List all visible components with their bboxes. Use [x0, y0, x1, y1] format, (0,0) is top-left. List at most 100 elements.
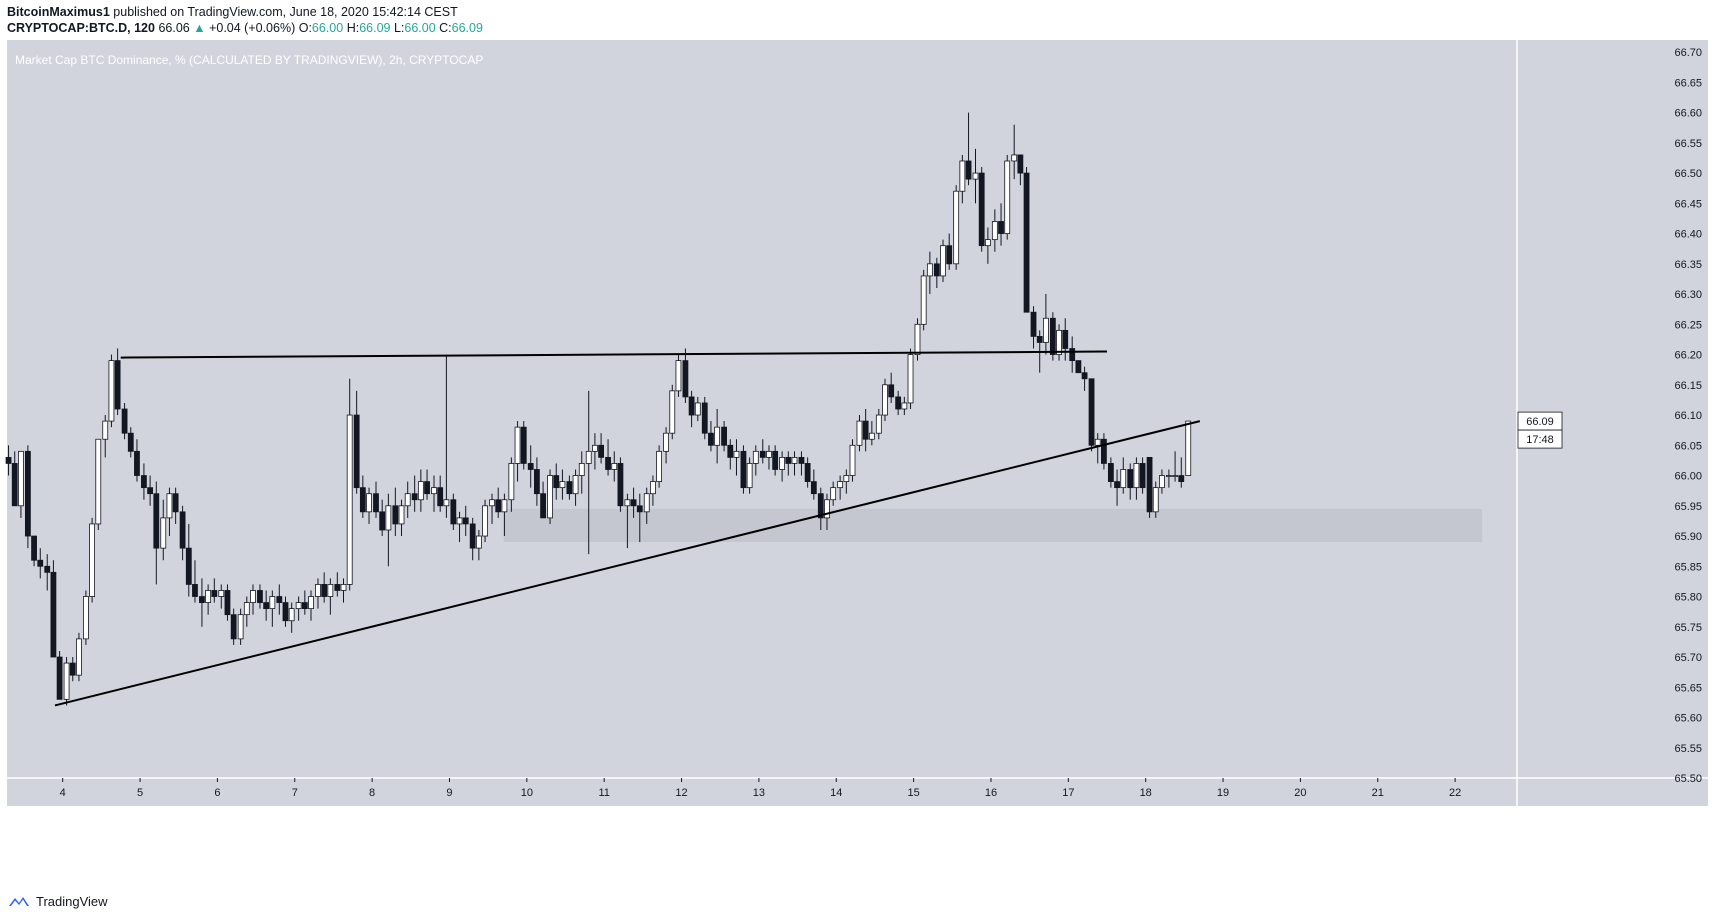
candle — [56, 650, 63, 700]
candle-body — [1094, 438, 1101, 446]
candle-body — [901, 402, 908, 410]
candle — [1120, 457, 1127, 494]
candle — [759, 439, 766, 464]
candle — [18, 450, 24, 518]
candle-body — [5, 456, 12, 464]
candle-body — [926, 263, 933, 277]
candle-body — [1127, 469, 1134, 489]
candle — [353, 390, 360, 494]
y-tick-label: 66.30 — [1674, 289, 1702, 301]
x-tick-label: 15 — [907, 787, 919, 799]
candle-body — [830, 487, 837, 501]
author-name[interactable]: BitcoinMaximus1 — [7, 5, 110, 19]
ascending-support-trendline[interactable] — [54, 420, 1201, 707]
candle-body — [553, 475, 560, 489]
candle — [527, 445, 534, 488]
candle-body — [895, 396, 902, 410]
candle-body — [31, 535, 37, 561]
y-tick-label: 66.40 — [1674, 229, 1702, 241]
candle — [308, 590, 314, 621]
open-label: O: — [298, 21, 312, 35]
candle — [611, 451, 618, 482]
candle — [218, 584, 225, 609]
candle — [1172, 451, 1178, 482]
candle-body — [766, 450, 772, 458]
candle — [953, 185, 960, 270]
candle — [540, 481, 546, 519]
candle-body — [508, 463, 515, 501]
tradingview-logo-icon[interactable] — [8, 894, 30, 908]
candle-body — [385, 505, 392, 531]
candle-body — [746, 463, 753, 489]
candle — [592, 433, 598, 470]
candle-body — [785, 456, 792, 464]
candle-body — [533, 469, 540, 495]
candle — [31, 535, 37, 567]
x-tick-label: 16 — [985, 787, 997, 799]
candle-body — [752, 450, 759, 464]
candle-body — [1062, 329, 1069, 349]
y-tick-label: 66.20 — [1674, 350, 1702, 362]
candle — [901, 396, 908, 416]
symbol-info: CRYPTOCAP:BTC.D, 120 66.06 ▲ +0.04 (+0.0… — [7, 20, 483, 36]
candle — [965, 112, 972, 186]
y-tick-label: 65.95 — [1674, 501, 1702, 513]
candle-body — [669, 390, 676, 434]
candle — [50, 560, 57, 658]
candle-body — [1101, 438, 1107, 464]
candle-body — [443, 499, 450, 507]
plot-area[interactable] — [7, 40, 1517, 778]
candle-body — [959, 160, 966, 192]
candle-body — [475, 535, 482, 549]
candle — [230, 608, 237, 645]
candle — [830, 481, 837, 506]
x-tick-label: 11 — [598, 787, 609, 799]
candle — [160, 499, 167, 561]
candle — [984, 227, 991, 264]
price-axis-area[interactable] — [1517, 40, 1708, 778]
candle-body — [740, 450, 747, 489]
candle-body — [978, 172, 985, 247]
candle — [959, 154, 966, 204]
candle — [520, 421, 527, 470]
candle — [643, 487, 650, 524]
candle-body — [44, 565, 51, 573]
candle — [495, 487, 502, 518]
candle-body — [108, 360, 115, 422]
candle-body — [810, 481, 817, 495]
candle-body — [882, 384, 888, 416]
y-tick-label: 66.25 — [1674, 319, 1702, 331]
x-tick-label: 10 — [521, 787, 533, 799]
y-tick-label: 66.15 — [1674, 380, 1702, 392]
candle-body — [63, 662, 70, 700]
candle-body — [1056, 329, 1062, 355]
resistance-trendline[interactable] — [120, 350, 1108, 359]
candle — [721, 421, 727, 452]
candle — [1127, 463, 1134, 500]
candle-body — [308, 596, 314, 610]
candle-body — [424, 481, 430, 495]
candle-body — [11, 463, 18, 507]
time-axis-area[interactable] — [7, 778, 1517, 806]
candle — [243, 596, 250, 627]
candle — [257, 584, 263, 609]
candle — [69, 657, 76, 682]
footer-brand[interactable]: TradingView — [36, 893, 108, 909]
candle — [475, 529, 482, 561]
candle — [89, 517, 95, 603]
candle — [192, 560, 198, 603]
candle — [533, 457, 540, 506]
y-tick-label: 66.50 — [1674, 168, 1702, 180]
candle — [824, 493, 830, 530]
candle — [153, 481, 160, 585]
candle — [482, 499, 488, 543]
candle-body — [185, 547, 192, 585]
candle-body — [701, 402, 708, 434]
candle — [1030, 306, 1037, 349]
candle — [553, 463, 560, 500]
candle — [411, 475, 418, 512]
candle-body — [592, 444, 598, 452]
candle-body — [237, 614, 244, 640]
candle-body — [663, 432, 669, 452]
